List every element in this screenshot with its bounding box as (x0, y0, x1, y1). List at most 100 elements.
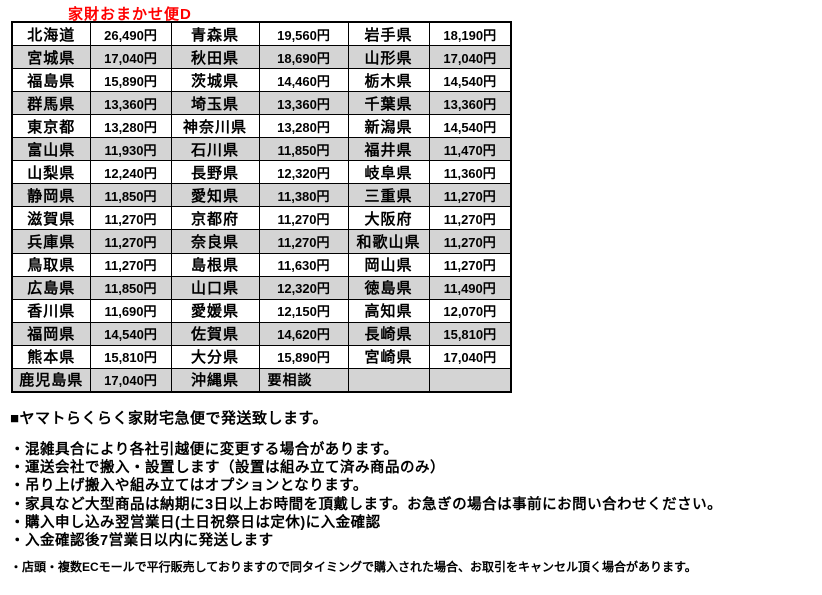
price-cell: 13,280円 (258, 114, 349, 139)
price-cell: 12,320円 (258, 160, 349, 185)
table-row: 兵庫県 11,270円 奈良県 11,270円 和歌山県 11,270円 (11, 229, 512, 254)
price-cell: 13,280円 (89, 114, 172, 139)
prefecture-cell: 青森県 (170, 21, 260, 47)
prefecture-cell: 新潟県 (347, 114, 430, 139)
prefecture-cell: 長野県 (170, 160, 260, 185)
prefecture-cell: 鹿児島県 (11, 367, 91, 393)
table-row: 静岡県 11,850円 愛知県 11,380円 三重県 11,270円 (11, 183, 512, 208)
prefecture-cell: 奈良県 (170, 229, 260, 254)
price-cell: 11,930円 (89, 137, 172, 162)
price-cell: 11,850円 (89, 183, 172, 208)
prefecture-cell: 愛媛県 (170, 298, 260, 323)
price-cell: 11,270円 (258, 206, 349, 231)
price-cell: 13,360円 (258, 91, 349, 116)
prefecture-cell: 秋田県 (170, 45, 260, 70)
price-cell: 11,850円 (89, 275, 172, 300)
prefecture-cell: 栃木県 (347, 68, 430, 93)
price-cell: 17,040円 (89, 45, 172, 70)
notes-list: ・混雑具合により各社引越便に変更する場合があります。・運送会社で搬入・設置します… (10, 441, 818, 550)
prefecture-cell: 大阪府 (347, 206, 430, 231)
table-row: 熊本県 15,810円 大分県 15,890円 宮崎県 17,040円 (11, 344, 512, 369)
price-cell: 12,070円 (428, 298, 512, 323)
price-cell: 15,890円 (89, 68, 172, 93)
prefecture-cell: 滋賀県 (11, 206, 91, 231)
prefecture-cell: 宮崎県 (347, 344, 430, 369)
price-cell: 15,810円 (428, 321, 512, 346)
table-row: 鹿児島県 17,040円 沖縄県 要相談 (11, 367, 512, 393)
table-row: 福島県 15,890円 茨城県 14,460円 栃木県 14,540円 (11, 68, 512, 93)
prefecture-cell: 三重県 (347, 183, 430, 208)
price-cell: 15,890円 (258, 344, 349, 369)
prefecture-cell: 北海道 (11, 21, 91, 47)
table-row: 滋賀県 11,270円 京都府 11,270円 大阪府 11,270円 (11, 206, 512, 231)
price-cell: 11,270円 (428, 229, 512, 254)
shipping-table-body: 北海道 26,490円 青森県 19,560円 岩手県 18,190円 宮城県 17,040円… (11, 21, 512, 393)
price-cell: 11,270円 (258, 229, 349, 254)
prefecture-cell: 島根県 (170, 252, 260, 277)
price-cell: 11,850円 (258, 137, 349, 162)
prefecture-cell: 岐阜県 (347, 160, 430, 185)
prefecture-cell: 岩手県 (347, 21, 430, 47)
price-cell: 11,270円 (89, 229, 172, 254)
price-cell: 11,270円 (428, 183, 512, 208)
price-cell: 14,540円 (428, 68, 512, 93)
note-item: ・入金確認後7営業日以内に発送します (10, 533, 274, 550)
notes-footnote: ・店頭・複数ECモールで平行販売しておりますので同タイミングで購入された場合、お… (10, 560, 697, 575)
prefecture-cell: 山口県 (170, 275, 260, 300)
price-cell: 13,360円 (428, 91, 512, 116)
price-cell: 14,540円 (89, 321, 172, 346)
note-item: ・混雑具合により各社引越便に変更する場合があります。 (10, 442, 399, 458)
prefecture-cell: 神奈川県 (170, 114, 260, 139)
prefecture-cell: 福井県 (347, 137, 430, 162)
prefecture-cell: 岡山県 (347, 252, 430, 277)
prefecture-cell: 富山県 (11, 137, 91, 162)
table-row: 香川県 11,690円 愛媛県 12,150円 高知県 12,070円 (11, 298, 512, 323)
prefecture-cell: 沖縄県 (170, 367, 260, 393)
prefecture-cell: 千葉県 (347, 91, 430, 116)
price-cell: 14,540円 (428, 114, 512, 139)
price-cell: 11,690円 (89, 298, 172, 323)
price-cell: 17,040円 (428, 45, 512, 70)
table-row: 福岡県 14,540円 佐賀県 14,620円 長崎県 15,810円 (11, 321, 512, 346)
table-row: 広島県 11,850円 山口県 12,320円 徳島県 11,490円 (11, 275, 512, 300)
shipping-plan-title: 家財おまかせ便D (68, 6, 192, 23)
price-cell: 14,620円 (258, 321, 349, 346)
prefecture-cell: 山形県 (347, 45, 430, 70)
prefecture-cell: 京都府 (170, 206, 260, 231)
prefecture-cell: 福島県 (11, 68, 91, 93)
prefecture-cell (347, 367, 430, 393)
prefecture-cell: 熊本県 (11, 344, 91, 369)
prefecture-cell: 大分県 (170, 344, 260, 369)
price-cell: 12,240円 (89, 160, 172, 185)
note-item: ・購入申し込み翌営業日(土日祝祭日は定休)に入金確認 (10, 514, 381, 531)
price-cell (428, 367, 512, 393)
price-cell: 13,360円 (89, 91, 172, 116)
table-row: 群馬県 13,360円 埼玉県 13,360円 千葉県 13,360円 (11, 91, 512, 116)
table-row: 鳥取県 11,270円 島根県 11,630円 岡山県 11,270円 (11, 252, 512, 277)
prefecture-cell: 群馬県 (11, 91, 91, 116)
table-row: 北海道 26,490円 青森県 19,560円 岩手県 18,190円 (11, 21, 512, 47)
prefecture-cell: 広島県 (11, 275, 91, 300)
price-cell: 11,360円 (428, 160, 512, 185)
prefecture-cell: 埼玉県 (170, 91, 260, 116)
price-cell: 11,490円 (428, 275, 512, 300)
price-cell: 17,040円 (89, 367, 172, 393)
prefecture-cell: 東京都 (11, 114, 91, 139)
price-cell: 18,690円 (258, 45, 349, 70)
price-cell: 11,270円 (428, 252, 512, 277)
note-item: ・運送会社で搬入・設置します（設置は組み立て済み商品のみ） (10, 460, 445, 477)
prefecture-cell: 山梨県 (11, 160, 91, 185)
price-cell: 18,190円 (428, 21, 512, 47)
price-cell: 19,560円 (258, 21, 349, 47)
prefecture-cell: 鳥取県 (11, 252, 91, 277)
prefecture-cell: 静岡県 (11, 183, 91, 208)
prefecture-cell: 福岡県 (11, 321, 91, 346)
price-cell: 11,380円 (258, 183, 349, 208)
prefecture-cell: 兵庫県 (11, 229, 91, 254)
price-cell: 11,470円 (428, 137, 512, 162)
prefecture-cell: 石川県 (170, 137, 260, 162)
prefecture-cell: 愛知県 (170, 183, 260, 208)
notes-heading: ■ヤマトらくらく家財宅急便で発送致します。 (10, 410, 329, 427)
prefecture-cell: 高知県 (347, 298, 430, 323)
